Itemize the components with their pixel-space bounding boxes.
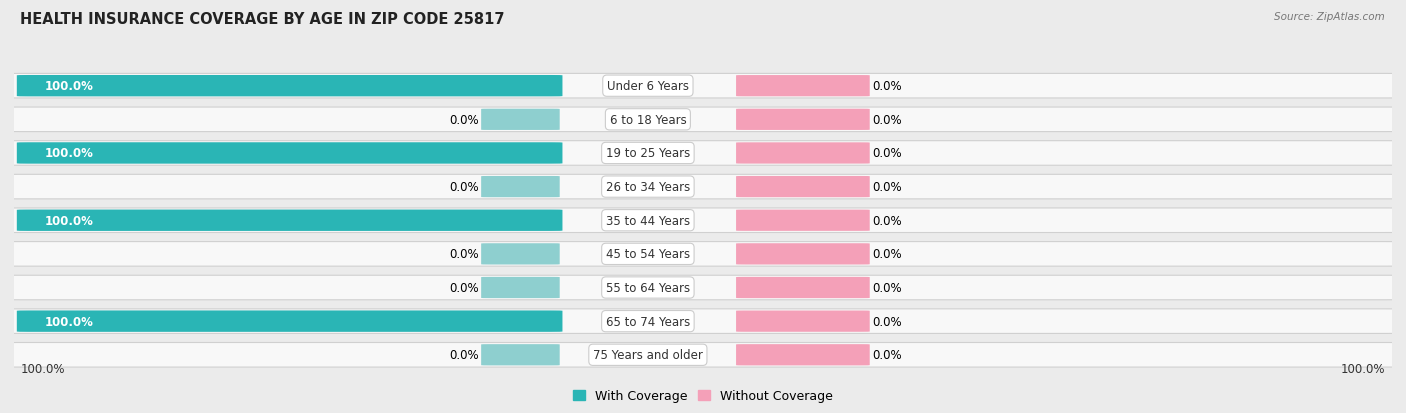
FancyBboxPatch shape xyxy=(737,277,870,299)
FancyBboxPatch shape xyxy=(737,210,870,231)
Text: 45 to 54 Years: 45 to 54 Years xyxy=(606,248,690,261)
FancyBboxPatch shape xyxy=(0,108,1406,132)
FancyBboxPatch shape xyxy=(0,209,1406,233)
FancyBboxPatch shape xyxy=(0,275,1406,300)
Text: 100.0%: 100.0% xyxy=(1340,363,1385,375)
Text: 0.0%: 0.0% xyxy=(873,248,903,261)
FancyBboxPatch shape xyxy=(737,109,870,131)
Text: 0.0%: 0.0% xyxy=(873,80,903,93)
Text: 55 to 64 Years: 55 to 64 Years xyxy=(606,281,690,294)
FancyBboxPatch shape xyxy=(737,244,870,265)
FancyBboxPatch shape xyxy=(0,74,1406,99)
Text: 100.0%: 100.0% xyxy=(45,147,93,160)
Text: 75 Years and older: 75 Years and older xyxy=(593,349,703,361)
FancyBboxPatch shape xyxy=(0,343,1406,367)
Text: Under 6 Years: Under 6 Years xyxy=(607,80,689,93)
Text: 100.0%: 100.0% xyxy=(21,363,66,375)
Text: 0.0%: 0.0% xyxy=(449,114,478,126)
FancyBboxPatch shape xyxy=(0,309,1406,334)
Text: 0.0%: 0.0% xyxy=(873,114,903,126)
FancyBboxPatch shape xyxy=(737,311,870,332)
Text: 0.0%: 0.0% xyxy=(873,214,903,227)
Text: Source: ZipAtlas.com: Source: ZipAtlas.com xyxy=(1274,12,1385,22)
Text: 0.0%: 0.0% xyxy=(449,248,478,261)
FancyBboxPatch shape xyxy=(0,242,1406,266)
Text: 65 to 74 Years: 65 to 74 Years xyxy=(606,315,690,328)
FancyBboxPatch shape xyxy=(737,176,870,198)
FancyBboxPatch shape xyxy=(17,210,562,231)
FancyBboxPatch shape xyxy=(0,175,1406,199)
Legend: With Coverage, Without Coverage: With Coverage, Without Coverage xyxy=(568,385,838,407)
FancyBboxPatch shape xyxy=(481,244,560,265)
Text: 0.0%: 0.0% xyxy=(873,349,903,361)
Text: 0.0%: 0.0% xyxy=(449,349,478,361)
Text: 26 to 34 Years: 26 to 34 Years xyxy=(606,180,690,194)
FancyBboxPatch shape xyxy=(481,277,560,299)
Text: 19 to 25 Years: 19 to 25 Years xyxy=(606,147,690,160)
Text: 100.0%: 100.0% xyxy=(45,214,93,227)
FancyBboxPatch shape xyxy=(0,141,1406,166)
Text: 0.0%: 0.0% xyxy=(873,180,903,194)
FancyBboxPatch shape xyxy=(737,344,870,366)
FancyBboxPatch shape xyxy=(481,109,560,131)
FancyBboxPatch shape xyxy=(737,143,870,164)
FancyBboxPatch shape xyxy=(17,311,562,332)
Text: 6 to 18 Years: 6 to 18 Years xyxy=(610,114,686,126)
Text: 0.0%: 0.0% xyxy=(873,315,903,328)
FancyBboxPatch shape xyxy=(481,344,560,366)
FancyBboxPatch shape xyxy=(737,76,870,97)
FancyBboxPatch shape xyxy=(17,76,562,97)
Text: 0.0%: 0.0% xyxy=(873,281,903,294)
Text: 0.0%: 0.0% xyxy=(873,147,903,160)
FancyBboxPatch shape xyxy=(481,176,560,198)
Text: 100.0%: 100.0% xyxy=(45,80,93,93)
Text: HEALTH INSURANCE COVERAGE BY AGE IN ZIP CODE 25817: HEALTH INSURANCE COVERAGE BY AGE IN ZIP … xyxy=(20,12,505,27)
Text: 35 to 44 Years: 35 to 44 Years xyxy=(606,214,690,227)
Text: 0.0%: 0.0% xyxy=(449,281,478,294)
Text: 0.0%: 0.0% xyxy=(449,180,478,194)
FancyBboxPatch shape xyxy=(17,143,562,164)
Text: 100.0%: 100.0% xyxy=(45,315,93,328)
